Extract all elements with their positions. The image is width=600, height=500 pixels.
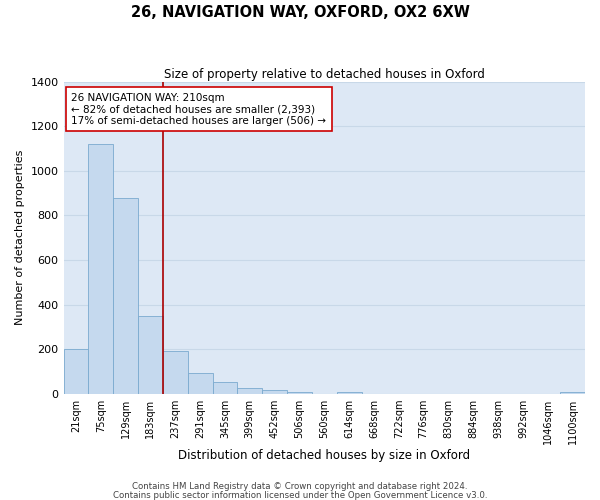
- X-axis label: Distribution of detached houses by size in Oxford: Distribution of detached houses by size …: [178, 450, 470, 462]
- Text: 26 NAVIGATION WAY: 210sqm
← 82% of detached houses are smaller (2,393)
17% of se: 26 NAVIGATION WAY: 210sqm ← 82% of detac…: [71, 92, 326, 126]
- Bar: [64, 349, 88, 394]
- Text: 26, NAVIGATION WAY, OXFORD, OX2 6XW: 26, NAVIGATION WAY, OXFORD, OX2 6XW: [131, 5, 469, 20]
- Bar: [138, 316, 163, 394]
- Y-axis label: Number of detached properties: Number of detached properties: [15, 150, 25, 326]
- Bar: [287, 392, 312, 394]
- Title: Size of property relative to detached houses in Oxford: Size of property relative to detached ho…: [164, 68, 485, 80]
- Text: Contains HM Land Registry data © Crown copyright and database right 2024.: Contains HM Land Registry data © Crown c…: [132, 482, 468, 491]
- Text: Contains public sector information licensed under the Open Government Licence v3: Contains public sector information licen…: [113, 490, 487, 500]
- Bar: [238, 388, 262, 394]
- Bar: [188, 372, 212, 394]
- Bar: [262, 390, 287, 394]
- Bar: [212, 382, 238, 394]
- Bar: [337, 392, 362, 394]
- Bar: [88, 144, 113, 394]
- Bar: [560, 392, 585, 394]
- Bar: [113, 198, 138, 394]
- Bar: [163, 352, 188, 394]
